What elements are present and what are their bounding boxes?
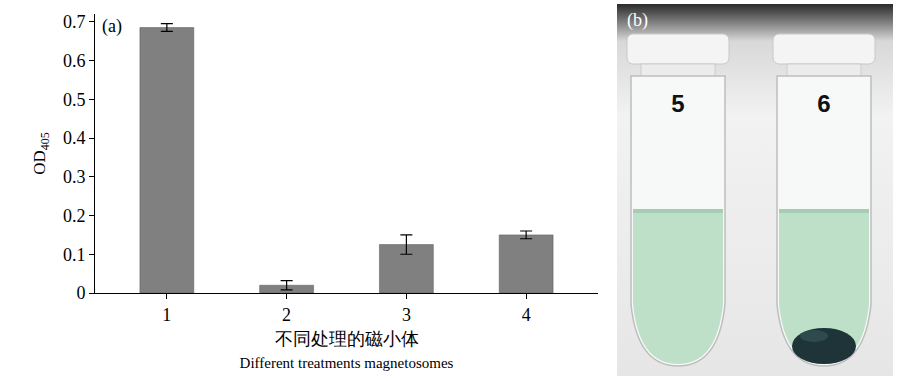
svg-text:(b): (b)	[627, 10, 648, 31]
svg-text:0.6: 0.6	[63, 51, 86, 71]
svg-text:3: 3	[402, 305, 411, 325]
svg-text:0.3: 0.3	[63, 167, 86, 187]
svg-text:2: 2	[282, 305, 291, 325]
svg-text:不同处理的磁小体Different treatments m: 不同处理的磁小体Different treatments magnetosome…	[240, 329, 454, 371]
svg-text:5: 5	[671, 90, 684, 117]
svg-text:(a): (a)	[102, 16, 122, 37]
svg-text:4: 4	[522, 305, 531, 325]
svg-text:0.2: 0.2	[63, 206, 86, 226]
svg-text:0.5: 0.5	[63, 90, 86, 110]
svg-text:6: 6	[817, 90, 830, 117]
svg-text:0: 0	[76, 283, 85, 303]
svg-text:0.7: 0.7	[63, 12, 86, 32]
svg-text:1: 1	[162, 305, 171, 325]
svg-text:0.4: 0.4	[63, 128, 86, 148]
svg-text:0.1: 0.1	[63, 245, 86, 265]
svg-text:OD​405​: OD​405​	[30, 132, 52, 174]
